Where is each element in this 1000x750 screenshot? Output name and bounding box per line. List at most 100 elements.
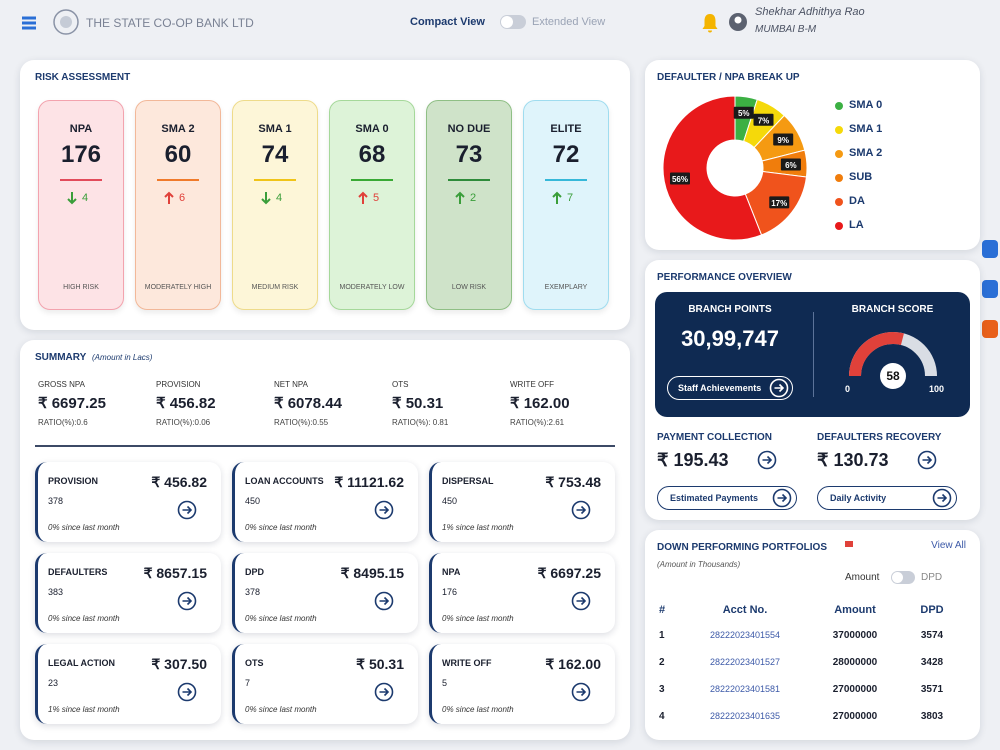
legend-swatch [835, 102, 843, 110]
segment-label: 56% [672, 175, 688, 184]
metric-amount: ₹ 753.48 [545, 474, 601, 490]
risk-change: 4 [82, 192, 89, 204]
metric-count: 450 [245, 496, 261, 506]
summary-ratio: RATIO(%):0.6 [38, 418, 88, 427]
view-all-link[interactable]: View All [931, 540, 966, 551]
button-label: Estimated Payments [670, 493, 759, 503]
risk-label: NO DUE [447, 123, 491, 135]
icon-arrow [576, 596, 587, 606]
metric-card: LEGAL ACTION 23 1% since last month ₹ 307.5… [35, 644, 221, 724]
segment-label-box [733, 106, 754, 119]
side-icon[interactable] [982, 240, 998, 258]
metric-card: NPA 176 0% since last month ₹ 6697.25 [429, 553, 615, 633]
metric-count: 7 [245, 678, 251, 688]
trend-arrow [67, 192, 77, 205]
side-icon[interactable] [982, 280, 998, 298]
summary-value: ₹ 6078.44 [274, 395, 342, 412]
button-label: Daily Activity [830, 493, 887, 503]
table-cell[interactable]: 28222023401581 [709, 684, 781, 694]
arrow-icon [177, 500, 197, 520]
icon-arrow [182, 596, 193, 606]
icon-arrow [937, 493, 948, 503]
icon-ring [772, 488, 792, 508]
risk-value: 68 [358, 141, 386, 168]
risk-label: ELITE [550, 123, 582, 135]
panel-title: DOWN PERFORMING PORTFOLIOS [657, 542, 827, 553]
metric-label: DEFAULTERS [48, 567, 108, 577]
segment-label-box [669, 172, 690, 185]
risk-label: SMA 2 [161, 123, 195, 135]
table-cell: 3 [659, 684, 665, 695]
gauge-min: 0 [845, 384, 851, 394]
summary-value: ₹ 6697.25 [38, 395, 106, 412]
table-header: # [659, 604, 666, 616]
amount-switch[interactable] [891, 571, 915, 584]
trend-arrow [455, 191, 465, 204]
segment-label: 6% [785, 161, 797, 170]
icon-arrow [762, 455, 773, 465]
segment-label: 17% [771, 199, 787, 208]
trend-arrow [358, 191, 368, 204]
summary-value: ₹ 456.82 [156, 395, 216, 412]
icon-arrow [379, 505, 390, 515]
metric-amount: ₹ 50.31 [356, 656, 404, 672]
panel-title: SUMMARY [35, 352, 87, 363]
metric-count: 176 [442, 587, 458, 597]
risk-accent [351, 179, 393, 181]
metric-amount: ₹ 456.82 [151, 474, 207, 490]
icon-ring [177, 682, 197, 702]
side-icon[interactable] [982, 320, 998, 338]
icon-ring [571, 591, 591, 611]
icon-arrow [182, 505, 193, 515]
table-cell[interactable]: 28222023401527 [709, 657, 781, 667]
action-button[interactable]: Estimated Payments [657, 486, 797, 510]
menu-icon [22, 16, 36, 30]
metric-label: DEFAULTERS RECOVERY [817, 432, 942, 443]
summary-ratio: RATIO(%):0.06 [156, 418, 211, 427]
table-cell: 2 [659, 657, 665, 668]
breakup-panel: DEFAULTER / NPA BREAK UP 5% 7% 9% 6% 17% 56% SM… [645, 60, 980, 250]
risk-caption: EXEMPLARY [544, 284, 588, 291]
metric-label: LEGAL ACTION [48, 658, 115, 668]
summary-panel: SUMMARY (Amount in Lacs) GROSS NPA ₹ 6697.2… [20, 340, 630, 740]
metric-label: NPA [442, 567, 461, 577]
view-toggle-off: Extended View [532, 16, 606, 28]
icon-arrow [379, 596, 390, 606]
metric-label: DPD [245, 567, 265, 577]
table-cell: 28000000 [832, 657, 878, 668]
trend-arrow-path [164, 191, 174, 204]
risk-card: NPA 176 4 HIGH RISK [38, 100, 124, 310]
icon-ring [571, 500, 591, 520]
legend-label: SUB [849, 171, 873, 183]
legend-swatch [835, 150, 843, 158]
summary-ratio: RATIO(%): 0.81 [392, 418, 449, 427]
trend-arrow-path [261, 192, 271, 205]
legend-label: SMA 1 [849, 123, 883, 135]
metric-label: PAYMENT COLLECTION [657, 432, 773, 443]
metric-amount: ₹ 307.50 [151, 656, 207, 672]
risk-value: 60 [164, 141, 192, 168]
table-cell[interactable]: 28222023401635 [709, 711, 781, 721]
risk-change: 5 [373, 192, 380, 204]
metric-change: 0% since last month [442, 614, 514, 623]
icon-ring [917, 450, 937, 470]
view-switch[interactable] [500, 15, 526, 29]
metric-label: OTS [245, 658, 264, 668]
segment-label: 5% [738, 109, 750, 118]
action-button[interactable]: Daily Activity [817, 486, 957, 510]
risk-card: SMA 1 74 4 MEDIUM RISK [232, 100, 318, 310]
arrow-icon [177, 682, 197, 702]
table-cell: 3803 [920, 711, 944, 722]
bell [702, 14, 718, 33]
arrow-icon [571, 500, 591, 520]
metric-change: 0% since last month [48, 614, 120, 623]
metric-count: 450 [442, 496, 458, 506]
risk-label: SMA 1 [258, 123, 292, 135]
table-cell[interactable]: 28222023401554 [709, 630, 781, 640]
donut-chart: 5% 7% 9% 6% 17% 56% [662, 95, 808, 241]
bell-icon [702, 14, 718, 33]
risk-label: SMA 0 [355, 123, 389, 135]
trend-arrow-path [67, 192, 77, 205]
staff-button[interactable]: Staff Achievements [667, 376, 793, 400]
segment-label-box [769, 196, 790, 209]
